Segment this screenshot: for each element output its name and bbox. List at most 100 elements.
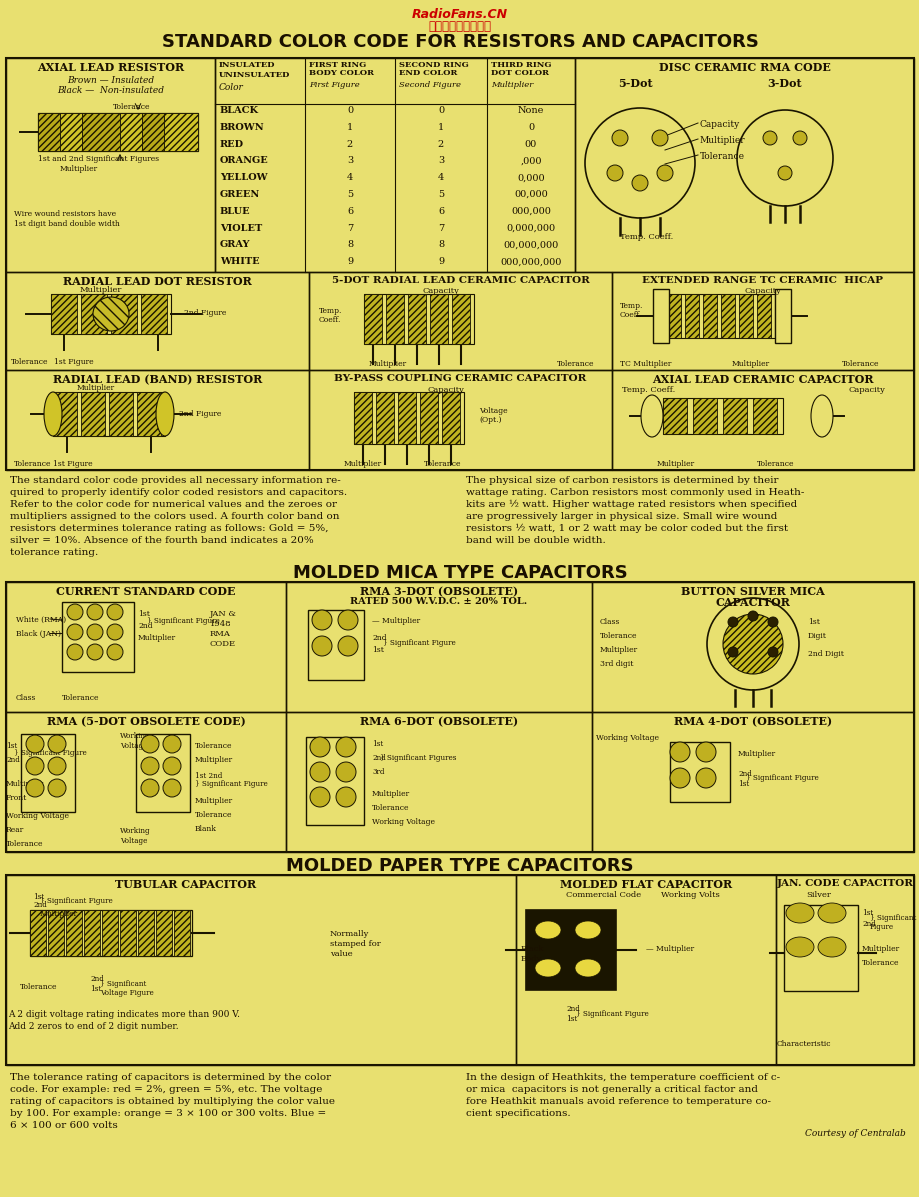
- Ellipse shape: [641, 395, 663, 437]
- Text: Class: Class: [599, 618, 619, 626]
- Text: value: value: [330, 950, 352, 958]
- Text: 2nd: 2nd: [737, 770, 751, 778]
- Text: Tolerance: Tolerance: [62, 694, 99, 701]
- Bar: [119, 113, 142, 151]
- Bar: [611, 272, 913, 370]
- Text: resistors ½ watt, 1 or 2 watt may be color coded but the first: resistors ½ watt, 1 or 2 watt may be col…: [466, 524, 788, 534]
- Text: 3rd digit: 3rd digit: [599, 660, 632, 668]
- Text: White (RMA): White (RMA): [16, 616, 66, 624]
- Text: UNINSULATED: UNINSULATED: [219, 71, 290, 79]
- Circle shape: [727, 616, 737, 627]
- Circle shape: [736, 110, 832, 206]
- Text: Black: Black: [520, 944, 544, 953]
- Text: Working Voltage: Working Voltage: [596, 734, 658, 742]
- Bar: [774, 288, 790, 344]
- Text: 2nd: 2nd: [90, 976, 104, 983]
- Text: Working: Working: [119, 733, 151, 740]
- Text: Capacity: Capacity: [426, 385, 463, 394]
- Text: 1st Figure: 1st Figure: [53, 460, 93, 468]
- Text: 4: 4: [437, 174, 444, 182]
- Bar: [38, 113, 60, 151]
- Text: 1st: 1st: [90, 985, 101, 994]
- Text: Multiplier: Multiplier: [737, 751, 776, 758]
- Text: Multiplier: Multiplier: [732, 360, 769, 367]
- Bar: [6, 875, 913, 1065]
- Text: — 2nd Figure: — 2nd Figure: [174, 309, 226, 317]
- Text: } Significant Figure: } Significant Figure: [14, 749, 86, 757]
- Bar: [6, 582, 913, 852]
- Text: Normally: Normally: [330, 930, 369, 938]
- Bar: [138, 910, 153, 956]
- Circle shape: [607, 165, 622, 181]
- Circle shape: [727, 648, 737, 657]
- Text: 1st: 1st: [807, 618, 819, 626]
- Ellipse shape: [156, 391, 174, 436]
- Text: Tolerance: Tolerance: [113, 103, 151, 111]
- Text: tolerance rating.: tolerance rating.: [10, 548, 98, 557]
- Text: Multiplier: Multiplier: [195, 757, 233, 764]
- Text: Tolerance: Tolerance: [556, 360, 594, 367]
- Bar: [722, 397, 746, 435]
- Bar: [574, 57, 913, 272]
- Text: The standard color code provides all necessary information re-: The standard color code provides all nec…: [10, 476, 340, 485]
- Circle shape: [669, 768, 689, 788]
- Text: 9: 9: [346, 257, 353, 266]
- Circle shape: [87, 624, 103, 640]
- Text: First Figure: First Figure: [309, 81, 359, 89]
- Bar: [142, 113, 164, 151]
- Text: Blank: Blank: [195, 825, 217, 833]
- Text: RMA 4-DOT (OBSOLETE): RMA 4-DOT (OBSOLETE): [674, 716, 831, 727]
- Text: 2nd: 2nd: [138, 622, 153, 630]
- Text: Rear: Rear: [6, 826, 24, 834]
- Text: band will be double width.: band will be double width.: [466, 536, 605, 545]
- Text: RMA (5-DOT OBSOLETE CODE): RMA (5-DOT OBSOLETE CODE): [47, 716, 245, 727]
- Text: Multiplier: Multiplier: [6, 780, 44, 788]
- Bar: [516, 875, 775, 1065]
- Circle shape: [107, 644, 123, 660]
- Bar: [611, 370, 913, 470]
- Text: DOT COLOR: DOT COLOR: [491, 69, 549, 77]
- Bar: [51, 294, 77, 334]
- Text: EXTENDED RANGE TC CERAMIC  HICAP: EXTENDED RANGE TC CERAMIC HICAP: [641, 277, 882, 285]
- Text: Multiplier: Multiplier: [80, 286, 122, 294]
- Text: THIRD RING: THIRD RING: [491, 61, 550, 69]
- Text: Class: Class: [16, 694, 37, 701]
- Text: GRAY: GRAY: [220, 241, 250, 249]
- Text: Working Voltage: Working Voltage: [6, 812, 69, 820]
- Text: Multiplier: Multiplier: [371, 790, 410, 798]
- Text: CODE: CODE: [210, 640, 236, 648]
- Circle shape: [310, 737, 330, 757]
- Bar: [441, 391, 460, 444]
- Text: The physical size of carbon resistors is determined by their: The physical size of carbon resistors is…: [466, 476, 777, 485]
- Bar: [420, 391, 437, 444]
- Bar: [137, 391, 161, 436]
- Bar: [286, 712, 591, 852]
- Text: Tolerance: Tolerance: [599, 632, 637, 640]
- Text: Multiplier: Multiplier: [369, 360, 407, 367]
- Text: TUBULAR CAPACITOR: TUBULAR CAPACITOR: [115, 879, 256, 891]
- Bar: [398, 391, 415, 444]
- Text: Tolerance: Tolerance: [6, 840, 43, 847]
- Bar: [81, 391, 105, 436]
- Text: ORANGE: ORANGE: [220, 157, 268, 165]
- Circle shape: [87, 644, 103, 660]
- Text: Courtesy of Centralab: Courtesy of Centralab: [804, 1129, 905, 1138]
- Text: cient specifications.: cient specifications.: [466, 1108, 570, 1118]
- Text: are progressively larger in physical size. Small wire wound: are progressively larger in physical siz…: [466, 512, 777, 521]
- Bar: [663, 397, 686, 435]
- Circle shape: [26, 779, 44, 797]
- Text: Temp. Coeff.: Temp. Coeff.: [621, 385, 675, 394]
- Text: Black (JAN): Black (JAN): [16, 630, 61, 638]
- Text: 1948: 1948: [210, 620, 232, 628]
- Bar: [48, 910, 64, 956]
- Ellipse shape: [93, 297, 129, 332]
- Text: 1st and 2nd Significant Figures: 1st and 2nd Significant Figures: [38, 154, 159, 163]
- Ellipse shape: [574, 920, 600, 938]
- Text: Tolerance: Tolerance: [195, 812, 233, 819]
- Text: Tolerance: Tolerance: [20, 983, 58, 991]
- Circle shape: [747, 610, 757, 621]
- Text: CAPACITOR: CAPACITOR: [715, 597, 789, 608]
- Text: A 2 digit voltage rating indicates more than 900 V.: A 2 digit voltage rating indicates more …: [8, 1010, 240, 1019]
- Text: Digit: Digit: [807, 632, 826, 640]
- Text: Working Volts: Working Volts: [660, 891, 719, 899]
